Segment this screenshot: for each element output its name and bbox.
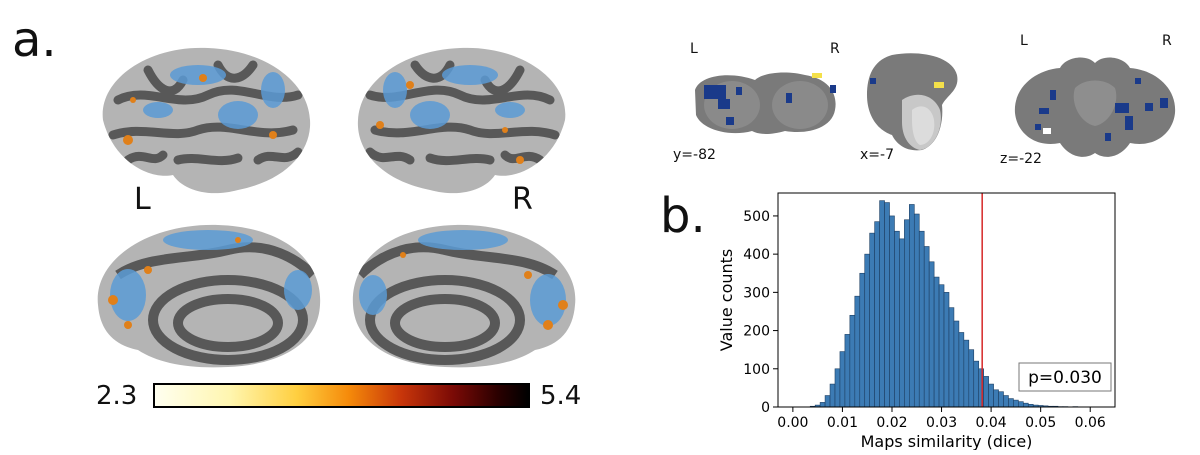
y-tick-label: 0	[761, 400, 770, 416]
p-value-box	[1018, 362, 1112, 392]
x-tick-label: 0.05	[1025, 415, 1056, 431]
histogram-bar	[819, 402, 826, 408]
histogram-bar	[894, 230, 900, 408]
histogram-bar	[824, 395, 831, 408]
histogram-bar	[859, 272, 866, 408]
x-tick-label: 0.00	[777, 415, 808, 431]
histogram-bar	[918, 230, 925, 408]
brain-medial-left	[97, 224, 321, 368]
histogram-bar	[953, 320, 960, 408]
x-tick-label: 0.04	[976, 415, 1007, 431]
histogram-bar	[948, 307, 955, 408]
histogram-bar	[1013, 399, 1019, 408]
plot-frame	[777, 192, 1116, 408]
histogram-bar	[844, 334, 851, 408]
x-axis-label: Maps similarity (dice)	[861, 432, 1033, 450]
x-tick-label: 0.06	[1075, 415, 1106, 431]
histogram-bar	[933, 276, 940, 408]
brain-lateral-right	[357, 47, 566, 194]
histogram-bar	[1018, 401, 1024, 408]
histogram-bar	[993, 389, 999, 408]
histogram-bar	[904, 219, 910, 408]
histogram-bar	[963, 339, 970, 408]
y-axis-label: Value counts	[717, 249, 736, 352]
x-tick-label: 0.02	[876, 415, 907, 431]
histogram-bar	[879, 200, 885, 408]
hemisphere-label-right: R	[512, 182, 533, 217]
histogram-bar	[1008, 398, 1014, 408]
y-tick-label: 400	[743, 247, 770, 263]
histogram-bar	[909, 204, 915, 408]
slice-axial	[1014, 57, 1176, 157]
coronal-right-label: R	[830, 41, 840, 57]
brain-lateral-left	[102, 47, 311, 194]
histogram-bar	[938, 284, 945, 408]
x-tick-label: 0.01	[827, 415, 858, 431]
histogram-bar	[988, 383, 994, 408]
x-tick-label: 0.03	[926, 415, 957, 431]
histogram-bar	[829, 383, 836, 408]
y-tick-label: 200	[743, 324, 770, 340]
histogram-bar	[998, 391, 1004, 408]
histogram-bar	[889, 215, 895, 408]
histogram-bar	[864, 253, 870, 408]
histogram-bar	[839, 351, 846, 408]
slice-coronal	[695, 72, 836, 134]
histogram-bar	[983, 376, 989, 408]
hemisphere-label-left: L	[134, 182, 151, 217]
histogram-bar	[1003, 395, 1009, 408]
sagittal-coord-label: x=-7	[860, 147, 894, 163]
histogram-bar	[1023, 402, 1029, 408]
slice-sagittal	[867, 53, 958, 151]
histogram-bar	[854, 295, 861, 408]
histogram-bar	[968, 349, 975, 408]
panel-a-letter: a.	[12, 12, 57, 68]
histogram-bar	[973, 360, 980, 408]
histogram-bar	[849, 314, 856, 408]
coronal-left-label: L	[690, 41, 698, 57]
y-tick-label: 300	[743, 285, 770, 301]
brain-medial-right	[352, 224, 576, 368]
histogram-bar	[874, 221, 880, 408]
histogram-bar	[943, 292, 950, 408]
axial-left-label: L	[1020, 33, 1028, 49]
colorbar-max-label: 5.4	[540, 381, 582, 411]
histogram-bar	[913, 213, 920, 408]
axial-coord-label: z=-22	[1000, 151, 1042, 167]
histogram-bar	[869, 232, 875, 408]
y-tick-label: 500	[743, 209, 770, 225]
coronal-coord-label: y=-82	[673, 147, 716, 163]
y-axis-ticks: 0 100 200 300 400 500	[743, 209, 778, 416]
y-tick-label: 100	[743, 362, 770, 378]
colorbar	[153, 383, 530, 408]
p-value-text: p=0.030	[1028, 368, 1102, 388]
histogram-bar	[834, 368, 841, 408]
histogram-bar	[958, 332, 965, 408]
x-axis-ticks: 0.00 0.01 0.02 0.03 0.04 0.05 0.06	[777, 407, 1106, 431]
axial-right-label: R	[1162, 33, 1172, 49]
histogram-chart: 0.00 0.01 0.02 0.03 0.04 0.05 0.06 0 100 200 300 4…	[717, 192, 1116, 450]
colorbar-min-label: 2.3	[96, 381, 138, 411]
panel-b-letter: b.	[660, 188, 706, 244]
histogram-bar	[923, 246, 930, 408]
histogram-bar	[884, 202, 890, 408]
histogram-bar	[928, 261, 935, 408]
histogram-bar	[899, 238, 905, 408]
histogram-bars	[809, 200, 1079, 408]
